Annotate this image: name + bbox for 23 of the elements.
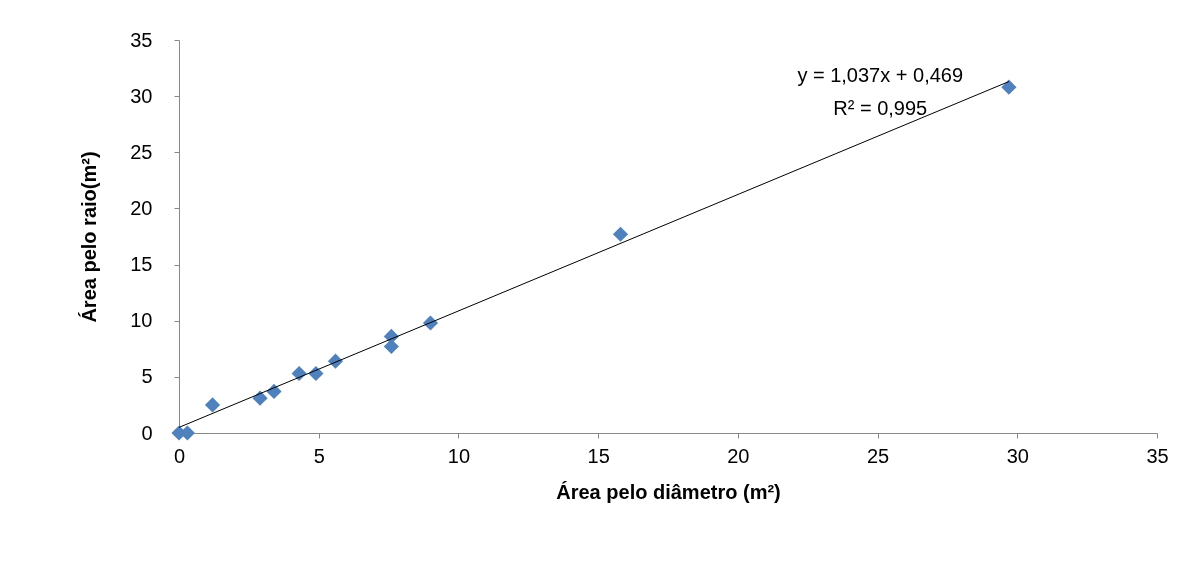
annotation: y = 1,037x + 0,469 [797, 64, 964, 86]
y-axis-title: Área pelo raio(m²) [78, 151, 101, 323]
x-tick-label: 30 [1006, 444, 1029, 467]
x-axis-title: Área pelo diâmetro (m²) [556, 480, 781, 503]
x-tick-label: 10 [447, 444, 471, 467]
point [204, 397, 221, 413]
y-tick-label: 35 [130, 28, 153, 51]
x-tick-label: 20 [727, 444, 750, 467]
x-tick-label: 0 [173, 444, 186, 467]
x-tick-label: 5 [313, 444, 325, 467]
y-tick-label: 0 [141, 421, 153, 444]
point [1001, 79, 1017, 95]
y-tick-label: 20 [130, 196, 153, 219]
x-tick-label: 25 [866, 444, 890, 467]
annotation: R² = 0,995 [833, 97, 928, 119]
y-tick-label: 10 [130, 309, 153, 332]
y-tick-label: 25 [130, 140, 153, 163]
point [612, 226, 629, 242]
x-tick-label: 35 [1146, 444, 1169, 467]
y-tick-label: 5 [141, 365, 153, 388]
x-tick-label: 15 [587, 444, 610, 467]
y-tick-label: 15 [130, 253, 153, 276]
y-tick-label: 30 [130, 84, 153, 107]
